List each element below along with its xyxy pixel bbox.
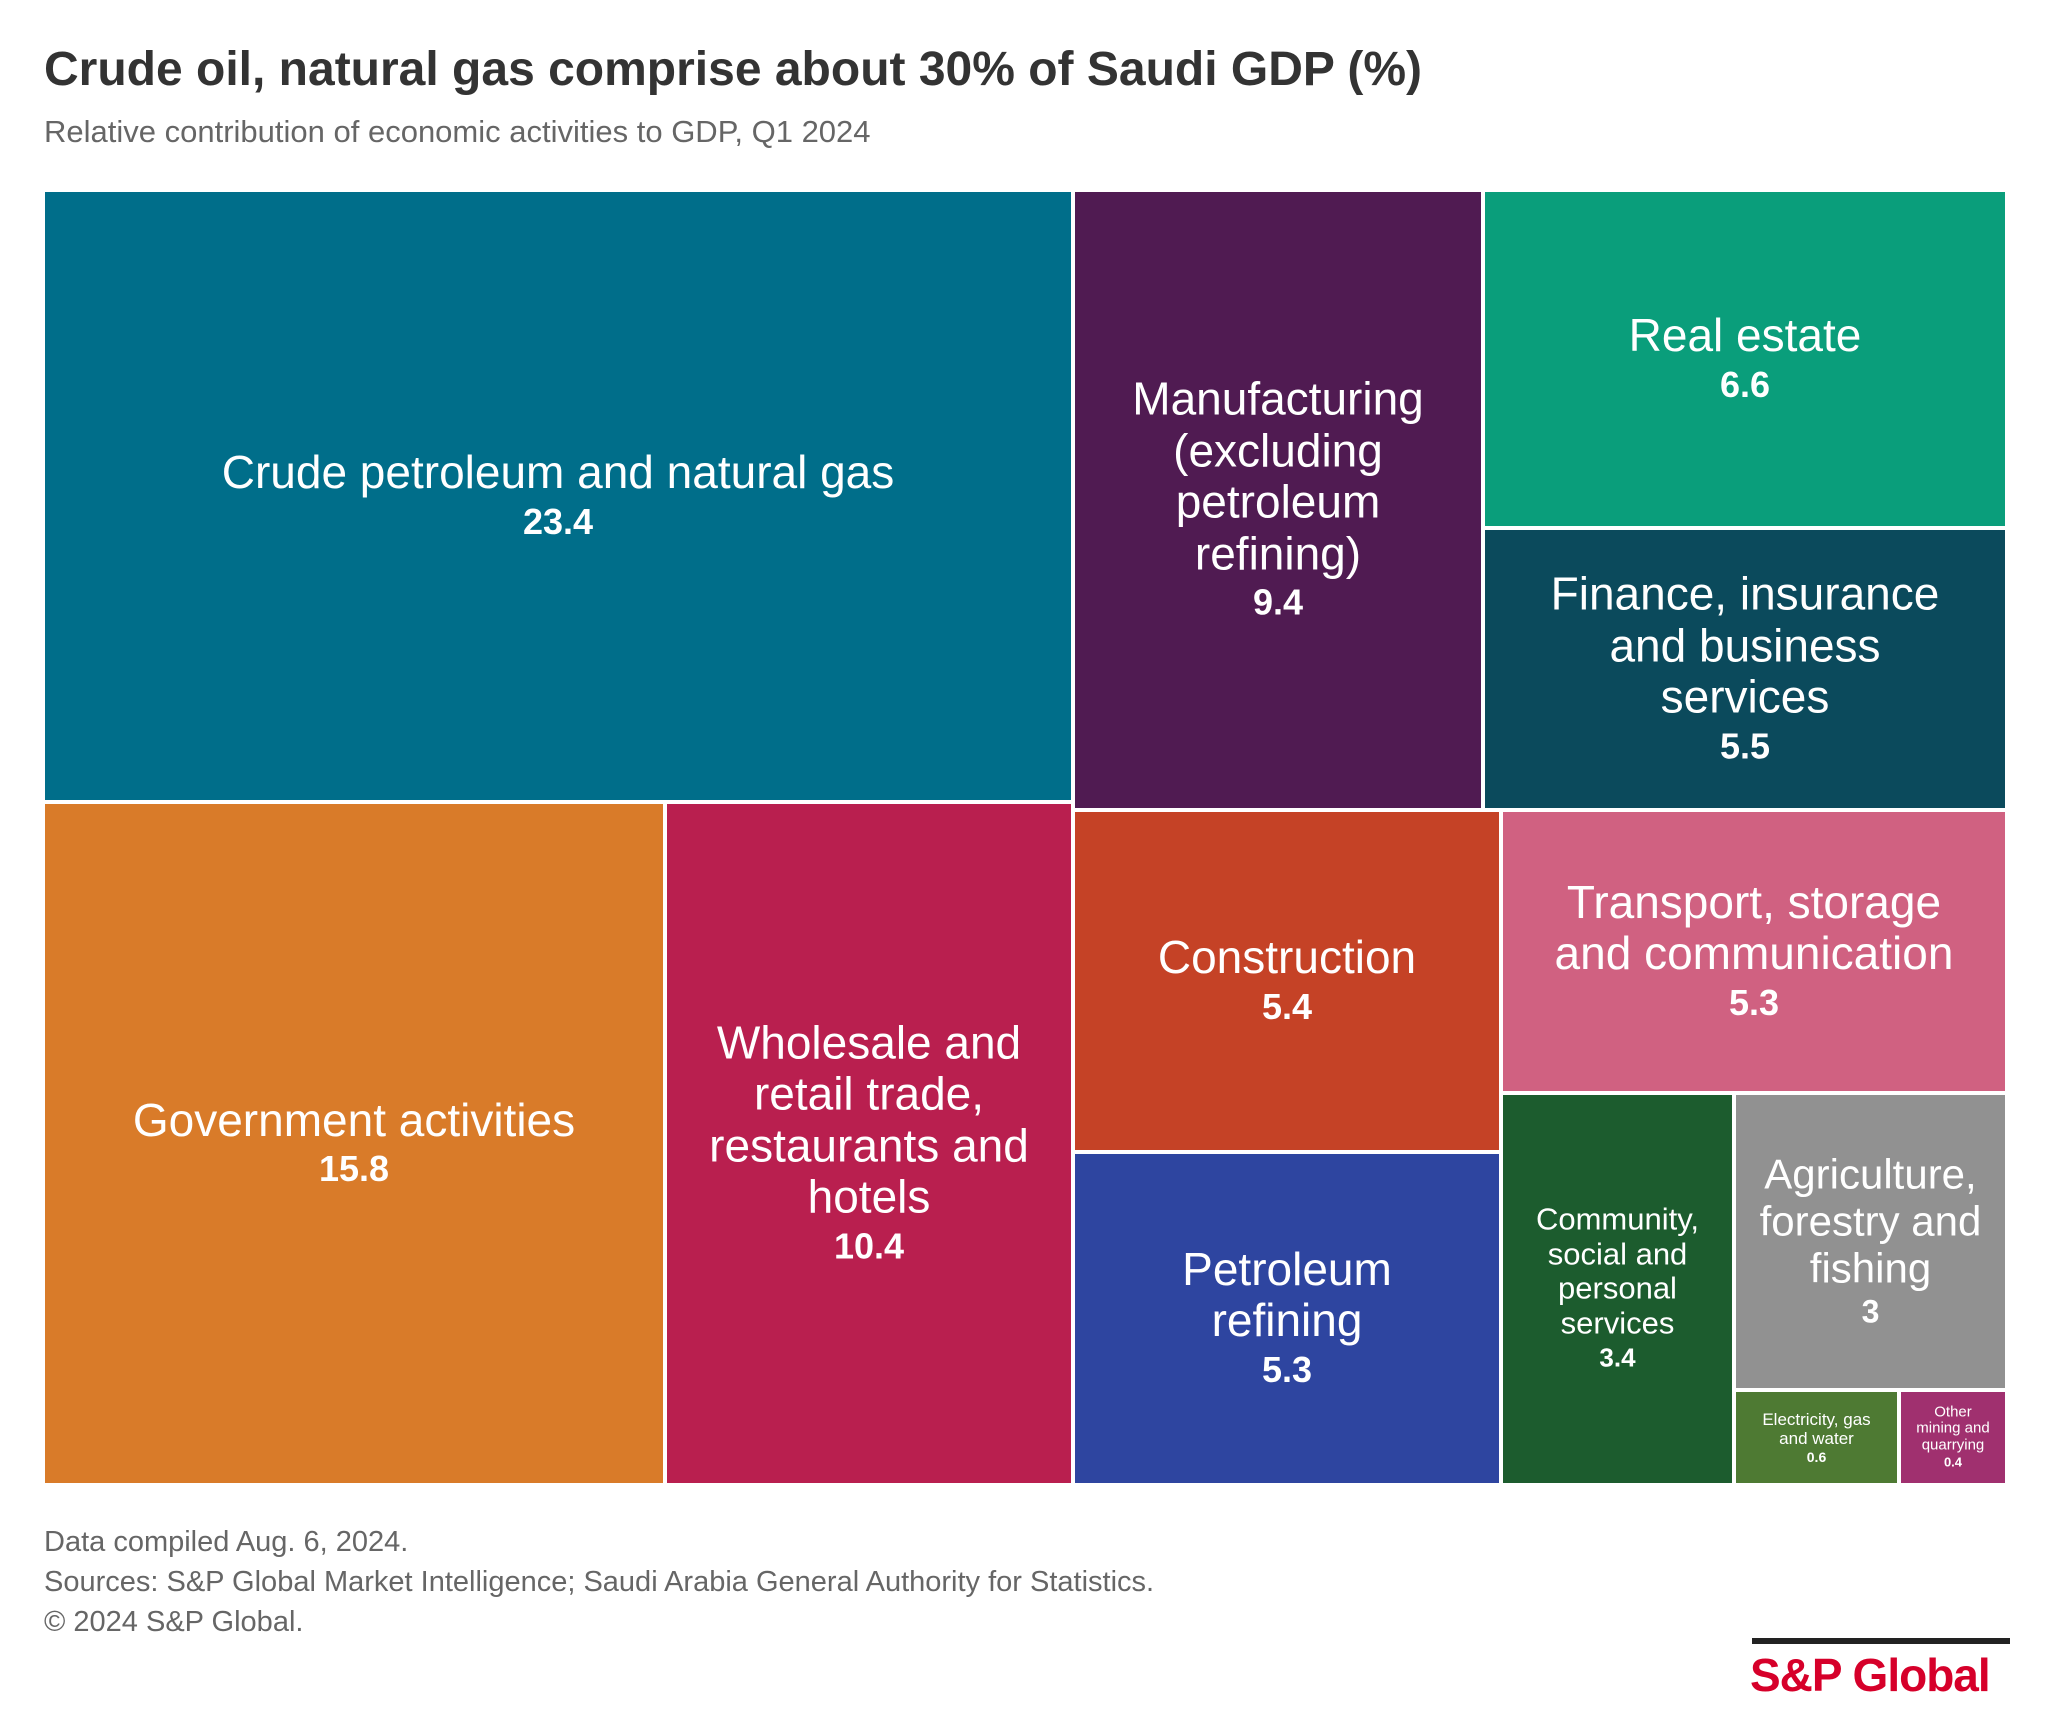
treemap-cell: Government activities 15.8 (43, 802, 665, 1485)
treemap-cell-name: Community, social and personal services (1535, 1201, 1700, 1341)
treemap-cell-label: Manufacturing (excluding petroleum refining… (1075, 372, 1481, 627)
treemap-cell-name: Electricity, gas and water (1762, 1409, 1871, 1448)
treemap-cell-value: 5.3 (1728, 981, 1780, 1023)
treemap-cell: Real estate 6.6 (1483, 190, 2007, 528)
treemap-cell-name: Crude petroleum and natural gas (221, 445, 895, 498)
footer-copyright: © 2024 S&P Global. (44, 1606, 304, 1638)
treemap-cell-label: Electricity, gas and water 0.6 (1736, 1409, 1897, 1465)
treemap-cell: Agriculture, forestry and fishing 3 (1734, 1093, 2007, 1390)
treemap-cell-label: Crude petroleum and natural gas 23.4 (45, 445, 1071, 545)
treemap-cell-value: 23.4 (522, 500, 594, 542)
footer: Data compiled Aug. 6, 2024. Sources: S&P… (44, 1522, 1154, 1642)
treemap-cell-value: 5.3 (1261, 1348, 1313, 1390)
treemap: Crude petroleum and natural gas 23.4 Gover… (43, 190, 2007, 1485)
chart-subtitle: Relative contribution of economic activi… (44, 114, 871, 149)
sp-global-logo: S&P Global (1750, 1649, 1991, 1701)
treemap-cell-name: Government activities (132, 1093, 576, 1146)
treemap-cell-label: Community, social and personal services 3.4 (1503, 1201, 1732, 1376)
treemap-cell: Manufacturing (excluding petroleum refining… (1073, 190, 1483, 810)
treemap-cell-label: Construction 5.4 (1075, 930, 1499, 1030)
treemap-cell-value: 6.6 (1719, 363, 1771, 405)
treemap-cell: Community, social and personal services 3.4 (1501, 1093, 1734, 1485)
treemap-cell-value: 10.4 (833, 1225, 905, 1267)
treemap-cell-name: Wholesale and retail trade, restaurants an… (709, 1016, 1029, 1223)
treemap-cell-label: Agriculture, forestry and fishing 3 (1736, 1150, 2005, 1333)
treemap-cell-name: Other mining and quarrying (1916, 1402, 1990, 1454)
treemap-cell-value: 5.4 (1261, 985, 1313, 1027)
treemap-cell-label: Government activities 15.8 (45, 1094, 663, 1192)
treemap-cell: Electricity, gas and water 0.6 (1734, 1390, 1899, 1485)
treemap-cell: Wholesale and retail trade, restaurants an… (665, 802, 1073, 1485)
treemap-cell-label: Finance, insurance and business services 5.… (1485, 568, 2005, 769)
treemap-cell-name: Agriculture, forestry and fishing (1759, 1150, 1982, 1292)
treemap-cell-value: 3 (1861, 1293, 1880, 1330)
chart-title: Crude oil, natural gas comprise about 30… (44, 43, 1423, 96)
treemap-cell: Crude petroleum and natural gas 23.4 (43, 190, 1073, 802)
treemap-cell-value: 15.8 (318, 1147, 390, 1189)
treemap-cell: Petroleum refining 5.3 (1073, 1152, 1501, 1485)
footer-sources: Sources: S&P Global Market Intelligence;… (44, 1566, 1155, 1598)
treemap-cell-label: Other mining and quarrying 0.4 (1901, 1402, 2005, 1471)
treemap-cell: Construction 5.4 (1073, 810, 1501, 1152)
treemap-cell-label: Real estate 6.6 (1485, 308, 2005, 408)
treemap-cell-value: 5.5 (1719, 724, 1771, 766)
footer-compiled: Data compiled Aug. 6, 2024. (44, 1526, 409, 1558)
treemap-cell: Finance, insurance and business services 5.… (1483, 528, 2007, 810)
treemap-cell-name: Construction (1157, 930, 1417, 983)
treemap-cell-label: Wholesale and retail trade, restaurants an… (667, 1016, 1071, 1270)
treemap-cell: Other mining and quarrying 0.4 (1899, 1390, 2007, 1485)
treemap-cell-value: 0.4 (1943, 1454, 1963, 1470)
treemap-cell-value: 9.4 (1252, 581, 1304, 623)
treemap-cell-name: Manufacturing (excluding petroleum refining… (1132, 372, 1424, 580)
treemap-cell-name: Finance, insurance and business services (1550, 567, 1940, 723)
treemap-cell-label: Transport, storage and communication 5.3 (1503, 875, 2005, 1027)
treemap-cell-name: Real estate (1628, 308, 1862, 361)
treemap-cell-label: Petroleum refining 5.3 (1075, 1242, 1499, 1394)
treemap-cell-name: Petroleum refining (1182, 1242, 1392, 1347)
logo-bar (1752, 1638, 2010, 1644)
treemap-cell-value: 0.6 (1806, 1448, 1827, 1465)
treemap-cell-value: 3.4 (1599, 1342, 1636, 1373)
treemap-cell: Transport, storage and communication 5.3 (1501, 810, 2007, 1093)
treemap-cell-name: Transport, storage and communication (1554, 875, 1954, 980)
